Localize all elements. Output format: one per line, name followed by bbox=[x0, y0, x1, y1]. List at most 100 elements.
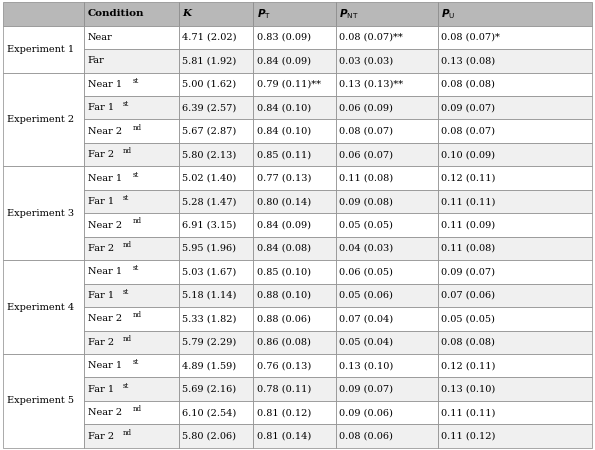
Bar bbox=[84, 424, 178, 448]
Bar bbox=[438, 96, 592, 120]
Bar bbox=[253, 378, 336, 401]
Bar bbox=[178, 260, 253, 284]
Text: 0.84 (0.08): 0.84 (0.08) bbox=[257, 244, 311, 253]
Text: $\bfit{P}_\mathrm{U}$: $\bfit{P}_\mathrm{U}$ bbox=[441, 7, 456, 21]
Text: 5.81 (1.92): 5.81 (1.92) bbox=[182, 56, 236, 65]
Bar bbox=[336, 378, 438, 401]
Bar bbox=[336, 49, 438, 72]
Bar bbox=[438, 166, 592, 190]
Text: Near 2: Near 2 bbox=[88, 127, 122, 136]
Bar bbox=[84, 213, 178, 237]
Text: Far 1: Far 1 bbox=[88, 291, 114, 300]
Bar bbox=[84, 330, 178, 354]
Bar bbox=[84, 166, 178, 190]
Text: Near 1: Near 1 bbox=[88, 174, 122, 183]
Text: 0.79 (0.11)**: 0.79 (0.11)** bbox=[257, 80, 321, 89]
Bar bbox=[438, 143, 592, 166]
Bar bbox=[178, 401, 253, 424]
Text: nd: nd bbox=[123, 241, 131, 249]
Bar bbox=[438, 260, 592, 284]
Text: 0.10 (0.09): 0.10 (0.09) bbox=[441, 150, 495, 159]
Bar bbox=[336, 260, 438, 284]
Bar bbox=[84, 190, 178, 213]
Text: 5.95 (1.96): 5.95 (1.96) bbox=[182, 244, 236, 253]
Text: st: st bbox=[133, 358, 139, 366]
Text: 0.84 (0.10): 0.84 (0.10) bbox=[257, 103, 311, 112]
Text: nd: nd bbox=[133, 124, 142, 132]
Bar bbox=[438, 330, 592, 354]
Text: 0.09 (0.07): 0.09 (0.07) bbox=[441, 103, 495, 112]
Text: 0.83 (0.09): 0.83 (0.09) bbox=[257, 33, 311, 42]
Text: nd: nd bbox=[133, 311, 142, 319]
Text: 0.08 (0.08): 0.08 (0.08) bbox=[441, 80, 495, 89]
Bar bbox=[438, 120, 592, 143]
Text: 6.10 (2.54): 6.10 (2.54) bbox=[182, 408, 236, 417]
Bar bbox=[438, 284, 592, 307]
Text: 0.08 (0.07)*: 0.08 (0.07)* bbox=[441, 33, 500, 42]
Text: st: st bbox=[123, 288, 129, 296]
Text: $\bfit{P}_\mathrm{T}$: $\bfit{P}_\mathrm{T}$ bbox=[257, 7, 271, 21]
Text: 0.85 (0.10): 0.85 (0.10) bbox=[257, 267, 311, 276]
Text: 0.88 (0.10): 0.88 (0.10) bbox=[257, 291, 311, 300]
Text: 5.80 (2.06): 5.80 (2.06) bbox=[182, 432, 236, 441]
Text: st: st bbox=[133, 77, 139, 85]
Bar bbox=[84, 72, 178, 96]
Bar bbox=[3, 26, 84, 72]
Bar bbox=[336, 2, 438, 26]
Text: 0.05 (0.05): 0.05 (0.05) bbox=[441, 314, 495, 323]
Text: 0.84 (0.09): 0.84 (0.09) bbox=[257, 56, 311, 65]
Bar bbox=[438, 237, 592, 260]
Text: nd: nd bbox=[133, 217, 142, 225]
Bar bbox=[253, 49, 336, 72]
Text: Far 2: Far 2 bbox=[88, 432, 114, 441]
Bar bbox=[84, 307, 178, 330]
Bar bbox=[438, 378, 592, 401]
Text: 0.07 (0.06): 0.07 (0.06) bbox=[441, 291, 495, 300]
Bar bbox=[178, 237, 253, 260]
Text: 0.12 (0.11): 0.12 (0.11) bbox=[441, 361, 496, 370]
Bar bbox=[253, 307, 336, 330]
Text: 0.12 (0.11): 0.12 (0.11) bbox=[441, 174, 496, 183]
Text: st: st bbox=[133, 171, 139, 179]
Text: 0.08 (0.07): 0.08 (0.07) bbox=[339, 127, 393, 136]
Text: 0.11 (0.11): 0.11 (0.11) bbox=[441, 408, 496, 417]
Text: 0.81 (0.12): 0.81 (0.12) bbox=[257, 408, 311, 417]
Text: 0.11 (0.12): 0.11 (0.12) bbox=[441, 432, 496, 441]
Text: K: K bbox=[182, 9, 191, 18]
Bar bbox=[336, 26, 438, 49]
Text: st: st bbox=[123, 194, 129, 202]
Text: 5.18 (1.14): 5.18 (1.14) bbox=[182, 291, 236, 300]
Text: Far 1: Far 1 bbox=[88, 103, 114, 112]
Bar bbox=[84, 284, 178, 307]
Text: 6.91 (3.15): 6.91 (3.15) bbox=[182, 220, 236, 230]
Bar bbox=[336, 190, 438, 213]
Text: Near 2: Near 2 bbox=[88, 314, 122, 323]
Bar bbox=[438, 72, 592, 96]
Bar bbox=[253, 190, 336, 213]
Text: 0.80 (0.14): 0.80 (0.14) bbox=[257, 197, 311, 206]
Text: 5.79 (2.29): 5.79 (2.29) bbox=[182, 338, 236, 347]
Text: 0.05 (0.06): 0.05 (0.06) bbox=[339, 291, 393, 300]
Text: 0.06 (0.05): 0.06 (0.05) bbox=[339, 267, 393, 276]
Bar bbox=[178, 2, 253, 26]
Bar bbox=[3, 260, 84, 354]
Bar bbox=[84, 378, 178, 401]
Text: 0.84 (0.10): 0.84 (0.10) bbox=[257, 127, 311, 136]
Bar bbox=[3, 72, 84, 166]
Text: Near 1: Near 1 bbox=[88, 361, 122, 370]
Bar bbox=[253, 2, 336, 26]
Text: Far 1: Far 1 bbox=[88, 197, 114, 206]
Text: 5.80 (2.13): 5.80 (2.13) bbox=[182, 150, 236, 159]
Bar bbox=[438, 2, 592, 26]
Bar bbox=[178, 96, 253, 120]
Text: Experiment 2: Experiment 2 bbox=[7, 115, 74, 124]
Bar bbox=[336, 424, 438, 448]
Bar bbox=[178, 190, 253, 213]
Text: 5.03 (1.67): 5.03 (1.67) bbox=[182, 267, 236, 276]
Bar bbox=[178, 424, 253, 448]
Bar bbox=[438, 401, 592, 424]
Bar bbox=[438, 190, 592, 213]
Text: 0.13 (0.13)**: 0.13 (0.13)** bbox=[339, 80, 403, 89]
Text: 0.09 (0.07): 0.09 (0.07) bbox=[339, 385, 393, 394]
Text: 0.88 (0.06): 0.88 (0.06) bbox=[257, 314, 311, 323]
